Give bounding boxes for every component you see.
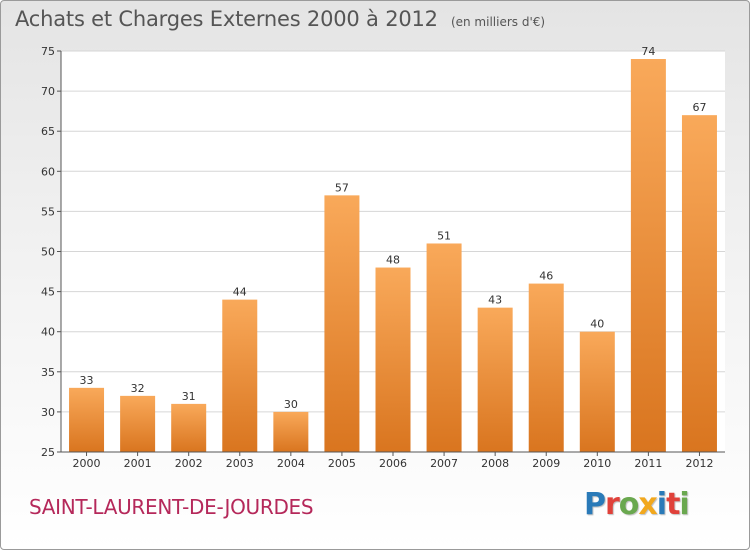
y-tick-label: 25 xyxy=(41,446,55,459)
bar-2000 xyxy=(69,387,105,452)
logo-letter: t xyxy=(666,487,680,522)
bar-2002 xyxy=(171,403,207,452)
x-tick-label: 2001 xyxy=(124,457,152,470)
y-tick-label: 40 xyxy=(41,326,55,339)
data-label: 74 xyxy=(641,45,655,58)
x-tick-label: 2005 xyxy=(328,457,356,470)
data-label: 67 xyxy=(692,101,706,114)
bar-2006 xyxy=(375,267,411,452)
data-label: 44 xyxy=(233,286,247,299)
y-tick-label: 70 xyxy=(41,85,55,98)
axes xyxy=(57,50,725,456)
data-label: 51 xyxy=(437,229,451,242)
labels: 25 30 35 40 45 50 55 60 65 70 75 2000 33 2001 32 2002 31… xyxy=(41,45,713,470)
x-tick-label: 2000 xyxy=(73,457,101,470)
chart-subtitle: (en milliers d'€) xyxy=(450,15,546,29)
data-label: 31 xyxy=(182,390,196,403)
bar-2004 xyxy=(273,411,309,452)
x-tick-label: 2008 xyxy=(481,457,509,470)
proxiti-logo: Proxiti xyxy=(584,487,690,522)
data-label: 40 xyxy=(590,318,604,331)
bar-2003 xyxy=(222,299,258,452)
bar-2012 xyxy=(681,115,717,452)
data-label: 57 xyxy=(335,181,349,194)
bar-2010 xyxy=(579,331,615,452)
bars xyxy=(69,59,717,453)
data-label: 30 xyxy=(284,398,298,411)
y-tick-label: 50 xyxy=(41,246,55,259)
bar-2011 xyxy=(630,59,666,453)
y-tick-label: 35 xyxy=(41,366,55,379)
x-tick-label: 2010 xyxy=(583,457,611,470)
bar-2005 xyxy=(324,195,360,453)
x-tick-label: 2002 xyxy=(175,457,203,470)
bar-2009 xyxy=(528,283,564,452)
logo-letter: r xyxy=(605,487,620,522)
title-row: Achats et Charges Externes 2000 à 2012 (… xyxy=(15,7,545,31)
y-tick-label: 75 xyxy=(41,45,55,58)
bar-2007 xyxy=(426,243,462,452)
x-tick-label: 2007 xyxy=(430,457,458,470)
data-label: 43 xyxy=(488,294,502,307)
data-label: 46 xyxy=(539,270,553,283)
y-tick-label: 65 xyxy=(41,125,55,138)
x-tick-label: 2006 xyxy=(379,457,407,470)
y-tick-label: 55 xyxy=(41,205,55,218)
data-label: 48 xyxy=(386,254,400,267)
x-tick-label: 2011 xyxy=(634,457,662,470)
data-label: 33 xyxy=(80,374,94,387)
y-tick-label: 45 xyxy=(41,286,55,299)
bar-2001 xyxy=(120,395,156,452)
commune-name: SAINT-LAURENT-DE-JOURDES xyxy=(29,495,314,519)
logo-letter: P xyxy=(584,487,606,522)
data-label: 32 xyxy=(131,382,145,395)
y-tick-label: 30 xyxy=(41,406,55,419)
logo-letter: x xyxy=(638,487,657,522)
logo-letter: o xyxy=(618,487,640,522)
bar-2008 xyxy=(477,307,513,452)
x-tick-label: 2012 xyxy=(685,457,713,470)
x-tick-label: 2009 xyxy=(532,457,560,470)
logo-letter: i xyxy=(656,487,667,522)
y-tick-label: 60 xyxy=(41,165,55,178)
x-tick-label: 2003 xyxy=(226,457,254,470)
chart-title: Achats et Charges Externes 2000 à 2012 xyxy=(15,7,438,31)
logo-letter: i xyxy=(679,487,689,522)
x-tick-label: 2004 xyxy=(277,457,305,470)
